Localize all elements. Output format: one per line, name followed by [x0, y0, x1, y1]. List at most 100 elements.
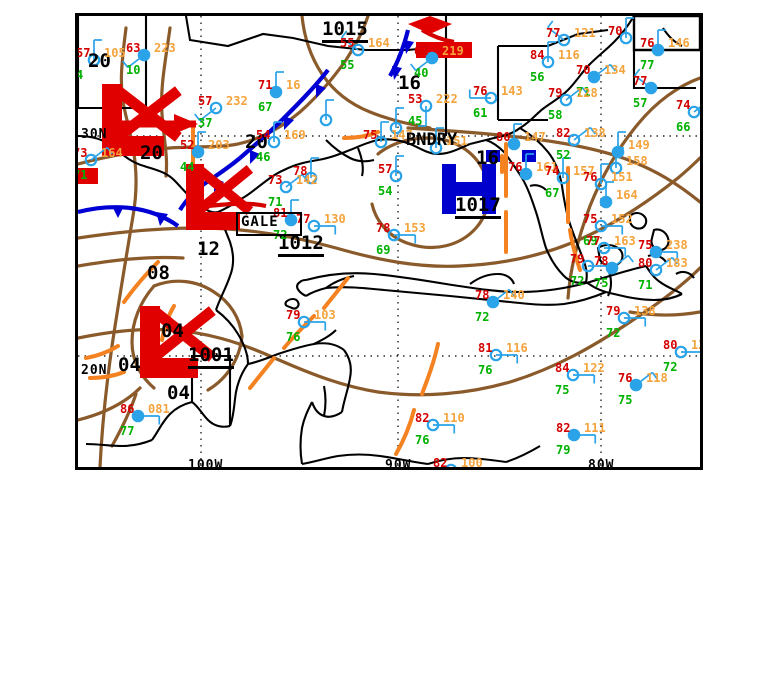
station-plot — [619, 17, 634, 45]
station-pressure: 146 — [668, 36, 690, 50]
station-plot — [297, 315, 327, 331]
station-pressure: 151 — [446, 134, 468, 148]
station-temperature: 76 — [583, 170, 598, 184]
station-dewpoint: 77 — [120, 424, 135, 438]
station-pressure: 222 — [436, 92, 458, 106]
station-plot — [267, 121, 282, 149]
isobar-label-1: 20 — [140, 142, 163, 164]
station-plot — [541, 41, 556, 69]
station-plot — [84, 146, 113, 167]
station-temperature: 75 — [638, 238, 653, 252]
station-dewpoint: 72 — [475, 310, 490, 324]
station-dewpoint: 4 — [76, 68, 84, 82]
station-dewpoint: 77 — [640, 58, 655, 72]
station-temperature: 76 — [508, 160, 523, 174]
station-pressure: 153 — [404, 221, 426, 235]
station-plot — [674, 345, 700, 359]
station-dewpoint: 75 — [555, 383, 570, 397]
station-temperature: 63 — [126, 41, 141, 55]
station-temperature: 57 — [378, 162, 393, 176]
station-dewpoint: 69 — [376, 243, 391, 257]
isobar-label-0: 20 — [88, 50, 111, 72]
station-plot — [559, 86, 588, 107]
station-plot — [556, 157, 571, 185]
station-plot — [410, 51, 439, 72]
station-plot — [651, 29, 666, 57]
pressure-center-label-l-1: 1012 — [278, 234, 324, 257]
station-temperature: 78 — [475, 288, 490, 302]
isobar-label-2: 20 — [245, 131, 268, 153]
station-temperature: 75 — [583, 212, 598, 226]
station-plot — [609, 147, 624, 175]
station-plot — [566, 368, 596, 384]
station-pressure: 138 — [584, 126, 606, 140]
station-temperature: 79 — [548, 86, 563, 100]
station-pressure: 164 — [616, 188, 638, 202]
station-pressure: 16 — [286, 78, 301, 92]
station-dewpoint: 44 — [180, 160, 195, 174]
gale-warning-box: GALE — [236, 212, 302, 236]
station-temperature: 80 — [663, 338, 678, 352]
frontal-symbols — [78, 16, 536, 378]
station-plot — [445, 463, 457, 467]
station-temperature: 55 — [340, 36, 355, 50]
station-dewpoint: 58 — [548, 108, 563, 122]
isobar-label-9: 04 — [167, 382, 190, 404]
station-plot — [468, 89, 498, 105]
station-dewpoint: 10 — [126, 63, 141, 77]
station-temperature: 70 — [576, 63, 591, 77]
longitude-label-1: 90W — [385, 458, 412, 470]
station-dewpoint: 76 — [478, 363, 493, 377]
station-pressure: 116 — [506, 341, 528, 355]
station-plot — [389, 155, 404, 183]
station-temperature: 53 — [408, 92, 423, 106]
station-pressure: 116 — [558, 48, 580, 62]
station-plot — [307, 219, 337, 235]
station-dewpoint: 66 — [676, 120, 691, 134]
station-pressure: 147 — [391, 128, 413, 142]
station-plot — [634, 68, 658, 95]
station-temperature: 84 — [555, 361, 570, 375]
station-plot — [489, 348, 519, 364]
station-pressure: 163 — [614, 234, 636, 248]
station-pressure: 140 — [503, 288, 525, 302]
station-plot — [429, 127, 444, 155]
station-plot — [547, 20, 571, 47]
station-plot — [567, 126, 596, 147]
station-dewpoint: 75 — [618, 393, 633, 407]
station-plot — [426, 418, 456, 434]
station-dewpoint: 76 — [415, 433, 430, 447]
station-plot — [122, 48, 151, 69]
high-pressure-symbol — [442, 164, 496, 214]
station-dewpoint: 72 — [663, 360, 678, 374]
station-pressure: 103 — [314, 308, 336, 322]
station-temperature: 82 — [415, 411, 430, 425]
station-temperature: 71 — [258, 78, 273, 92]
product-footer: NOAA 00Z GULF SURFACE ANALYSIS ISSUED: S… — [0, 490, 780, 600]
station-pressure: 238 — [666, 238, 688, 252]
station-dewpoint: 45 — [408, 114, 423, 128]
station-temperature: 73 — [268, 173, 283, 187]
station-pressure: 130 — [324, 212, 346, 226]
station-temperature: 77 — [296, 212, 311, 226]
longitude-label-2: 80W — [588, 458, 615, 470]
station-pressure: 12 — [691, 338, 700, 352]
station-temperature: 52 — [180, 138, 195, 152]
station-plot — [319, 99, 334, 127]
station-dewpoint: 71 — [268, 195, 283, 209]
station-temperature: 77 — [546, 26, 561, 40]
isobar-label-7: 04 — [161, 320, 184, 342]
station-temperature: 62 — [414, 44, 429, 58]
station-pressure: 128 — [576, 86, 598, 100]
station-temperature: 79 — [606, 304, 621, 318]
station-temperature: 74 — [545, 164, 560, 178]
station-dewpoint: 75 — [594, 276, 609, 290]
station-plot — [587, 63, 616, 84]
trough-lines — [84, 124, 582, 456]
station-plot — [269, 71, 284, 99]
station-temperature: 82 — [433, 456, 448, 470]
station-pressure: 142 — [296, 173, 318, 187]
surface-analysis-map[interactable]: 100W 90W 80W 30N 20N 20 20 20 16 16 12 08 04 04 04 1015… — [75, 13, 703, 470]
station-temperature: 84 — [530, 48, 545, 62]
station-dewpoint: 71 — [78, 168, 88, 182]
